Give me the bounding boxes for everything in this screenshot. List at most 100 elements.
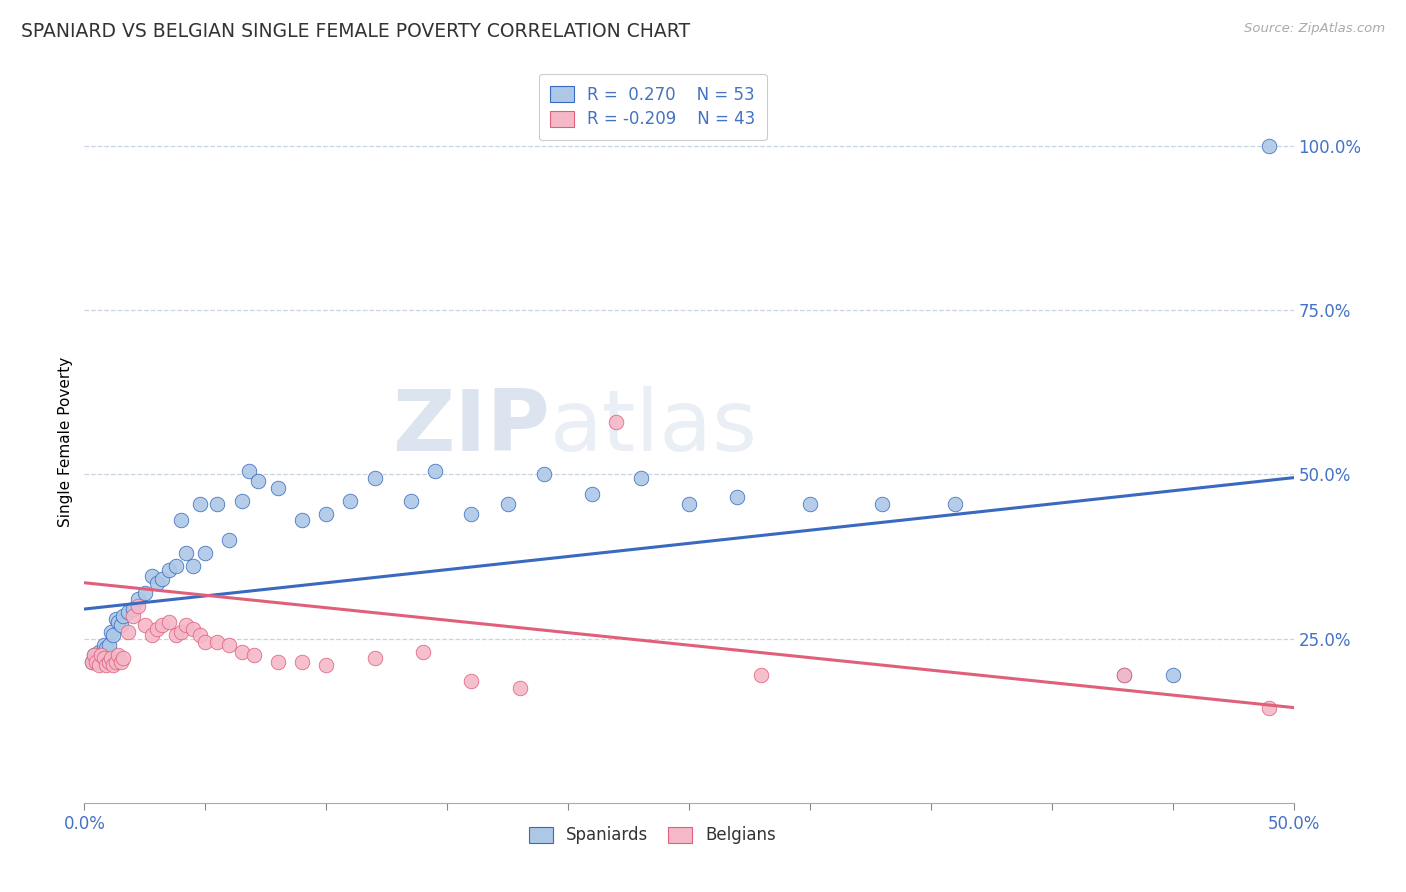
Point (170, 513, 193, 527)
Text: SPANIARD VS BELGIAN SINGLE FEMALE POVERTY CORRELATION CHART: SPANIARD VS BELGIAN SINGLE FEMALE POVERT… (21, 22, 690, 41)
Point (509, 681, 531, 695)
Point (150, 618, 173, 632)
Point (157, 563, 180, 577)
Point (97, 638, 120, 652)
Point (165, 628, 187, 642)
Point (363, 471, 385, 485)
Point (165, 559, 187, 574)
Point (412, 645, 434, 659)
Point (231, 493, 253, 508)
Point (181, 622, 204, 636)
Point (267, 481, 290, 495)
Point (190, 628, 212, 642)
Point (238, 464, 260, 478)
Point (339, 493, 361, 508)
Point (496, 497, 519, 511)
Point (399, 493, 422, 508)
Point (207, 635, 229, 649)
Point (103, 628, 125, 642)
Text: Source: ZipAtlas.com: Source: ZipAtlas.com (1244, 22, 1385, 36)
Legend: Spaniards, Belgians: Spaniards, Belgians (517, 814, 787, 856)
Point (194, 635, 217, 649)
Point (751, 667, 773, 681)
Point (103, 657, 125, 672)
Point (134, 585, 156, 599)
Point (218, 638, 240, 652)
Point (231, 645, 253, 659)
Point (80, 655, 103, 669)
Point (107, 615, 129, 630)
Point (190, 497, 212, 511)
Point (207, 497, 229, 511)
Point (799, 497, 821, 511)
Point (194, 546, 217, 560)
Point (157, 615, 180, 630)
Point (1114, 667, 1136, 681)
Point (93, 638, 115, 652)
Y-axis label: Single Female Poverty: Single Female Poverty (58, 357, 73, 526)
Point (242, 648, 264, 662)
Point (146, 622, 169, 636)
Point (127, 592, 149, 607)
Point (87, 645, 110, 659)
Point (872, 497, 894, 511)
Point (943, 497, 966, 511)
Point (86, 655, 108, 669)
Point (112, 608, 135, 623)
Point (93, 651, 115, 665)
Point (83, 648, 105, 662)
Point (170, 625, 193, 640)
Point (94, 657, 117, 672)
Point (104, 655, 127, 669)
Point (83, 648, 105, 662)
Point (100, 651, 122, 665)
Point (80, 655, 103, 669)
Point (291, 513, 314, 527)
Point (247, 474, 270, 488)
Point (117, 625, 139, 640)
Point (134, 618, 156, 632)
Point (581, 487, 603, 501)
Point (112, 651, 135, 665)
Point (174, 546, 197, 560)
Point (174, 618, 197, 632)
Point (315, 657, 337, 672)
Point (97, 655, 120, 669)
Point (94, 641, 117, 656)
Point (181, 559, 204, 574)
Point (460, 674, 482, 689)
Point (1114, 667, 1136, 681)
Point (141, 569, 163, 583)
Text: ZIP: ZIP (392, 385, 550, 468)
Point (605, 415, 627, 429)
Point (423, 464, 446, 478)
Point (1258, 139, 1281, 153)
Point (117, 605, 139, 619)
Point (100, 625, 122, 640)
Point (146, 575, 169, 590)
Point (107, 648, 129, 662)
Point (1161, 667, 1184, 681)
Point (127, 599, 149, 613)
Point (150, 573, 173, 587)
Point (87, 657, 110, 672)
Point (90, 651, 112, 665)
Point (1258, 700, 1281, 714)
Point (90, 648, 112, 662)
Point (110, 618, 132, 632)
Point (121, 608, 143, 623)
Point (460, 507, 482, 521)
Point (291, 655, 314, 669)
Point (104, 612, 127, 626)
Point (110, 655, 132, 669)
Point (267, 655, 290, 669)
Point (141, 628, 163, 642)
Point (363, 651, 385, 665)
Point (315, 507, 337, 521)
Point (121, 602, 143, 616)
Text: atlas: atlas (550, 385, 758, 468)
Point (218, 533, 240, 547)
Point (678, 497, 700, 511)
Point (630, 471, 652, 485)
Point (725, 491, 748, 505)
